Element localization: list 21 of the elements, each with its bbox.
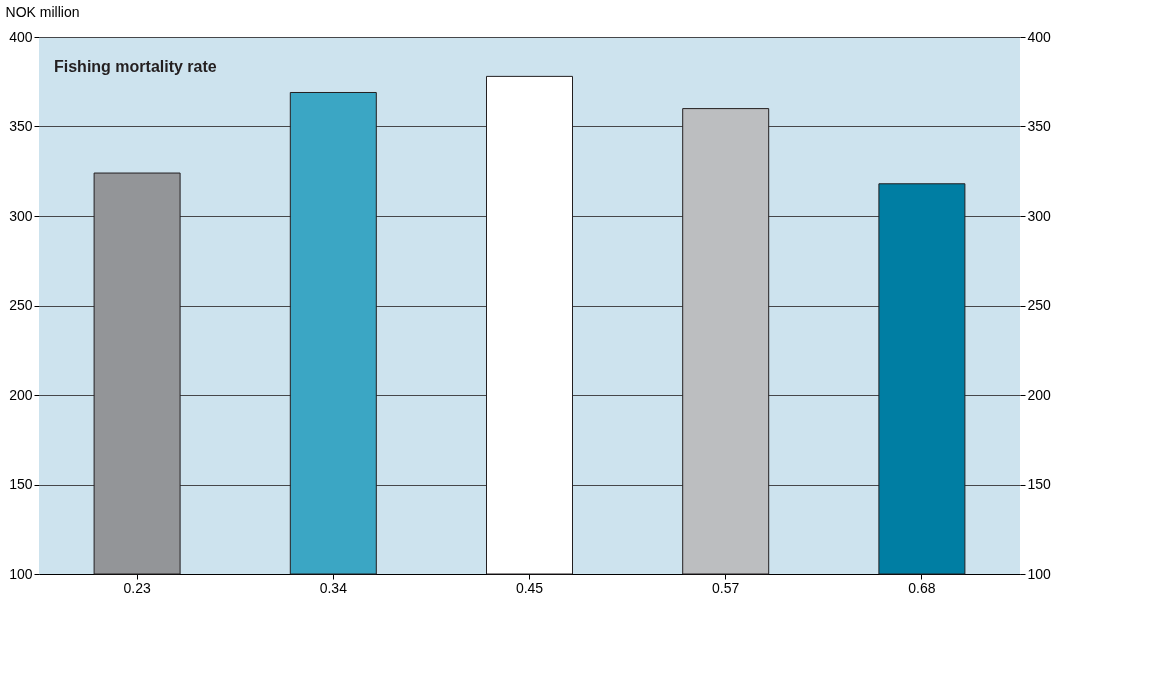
y2-tick-label: 100 <box>1027 565 1052 582</box>
x-tick-label: 0.45 <box>515 579 544 596</box>
x-tick-label: 0.23 <box>123 579 151 596</box>
y2-tick-label: 250 <box>1027 297 1052 313</box>
y-tick-label: 300 <box>9 207 33 224</box>
text: Fishing mortality rate <box>54 58 217 75</box>
y-tick-label: 250 <box>9 297 33 313</box>
y2-tick-label: 400 <box>1027 28 1052 45</box>
x-tick-label: 0.34 <box>319 579 348 596</box>
y-tick-label: 350 <box>9 118 33 134</box>
y2-tick-label: 350 <box>1027 118 1052 134</box>
y-axis-title: NOK million <box>5 3 80 20</box>
y2-tick-label: 150 <box>1027 476 1052 492</box>
y2-tick-label: 200 <box>1027 386 1052 403</box>
x-tick-label: 0.68 <box>908 579 936 596</box>
x-tick-label: 0.57 <box>712 579 740 596</box>
y-tick-label: 200 <box>9 386 33 403</box>
y-tick-label: 100 <box>9 565 33 582</box>
y2-tick-label: 300 <box>1027 207 1052 224</box>
y-tick-label: 150 <box>9 476 33 492</box>
y-tick-label: 400 <box>9 28 33 45</box>
